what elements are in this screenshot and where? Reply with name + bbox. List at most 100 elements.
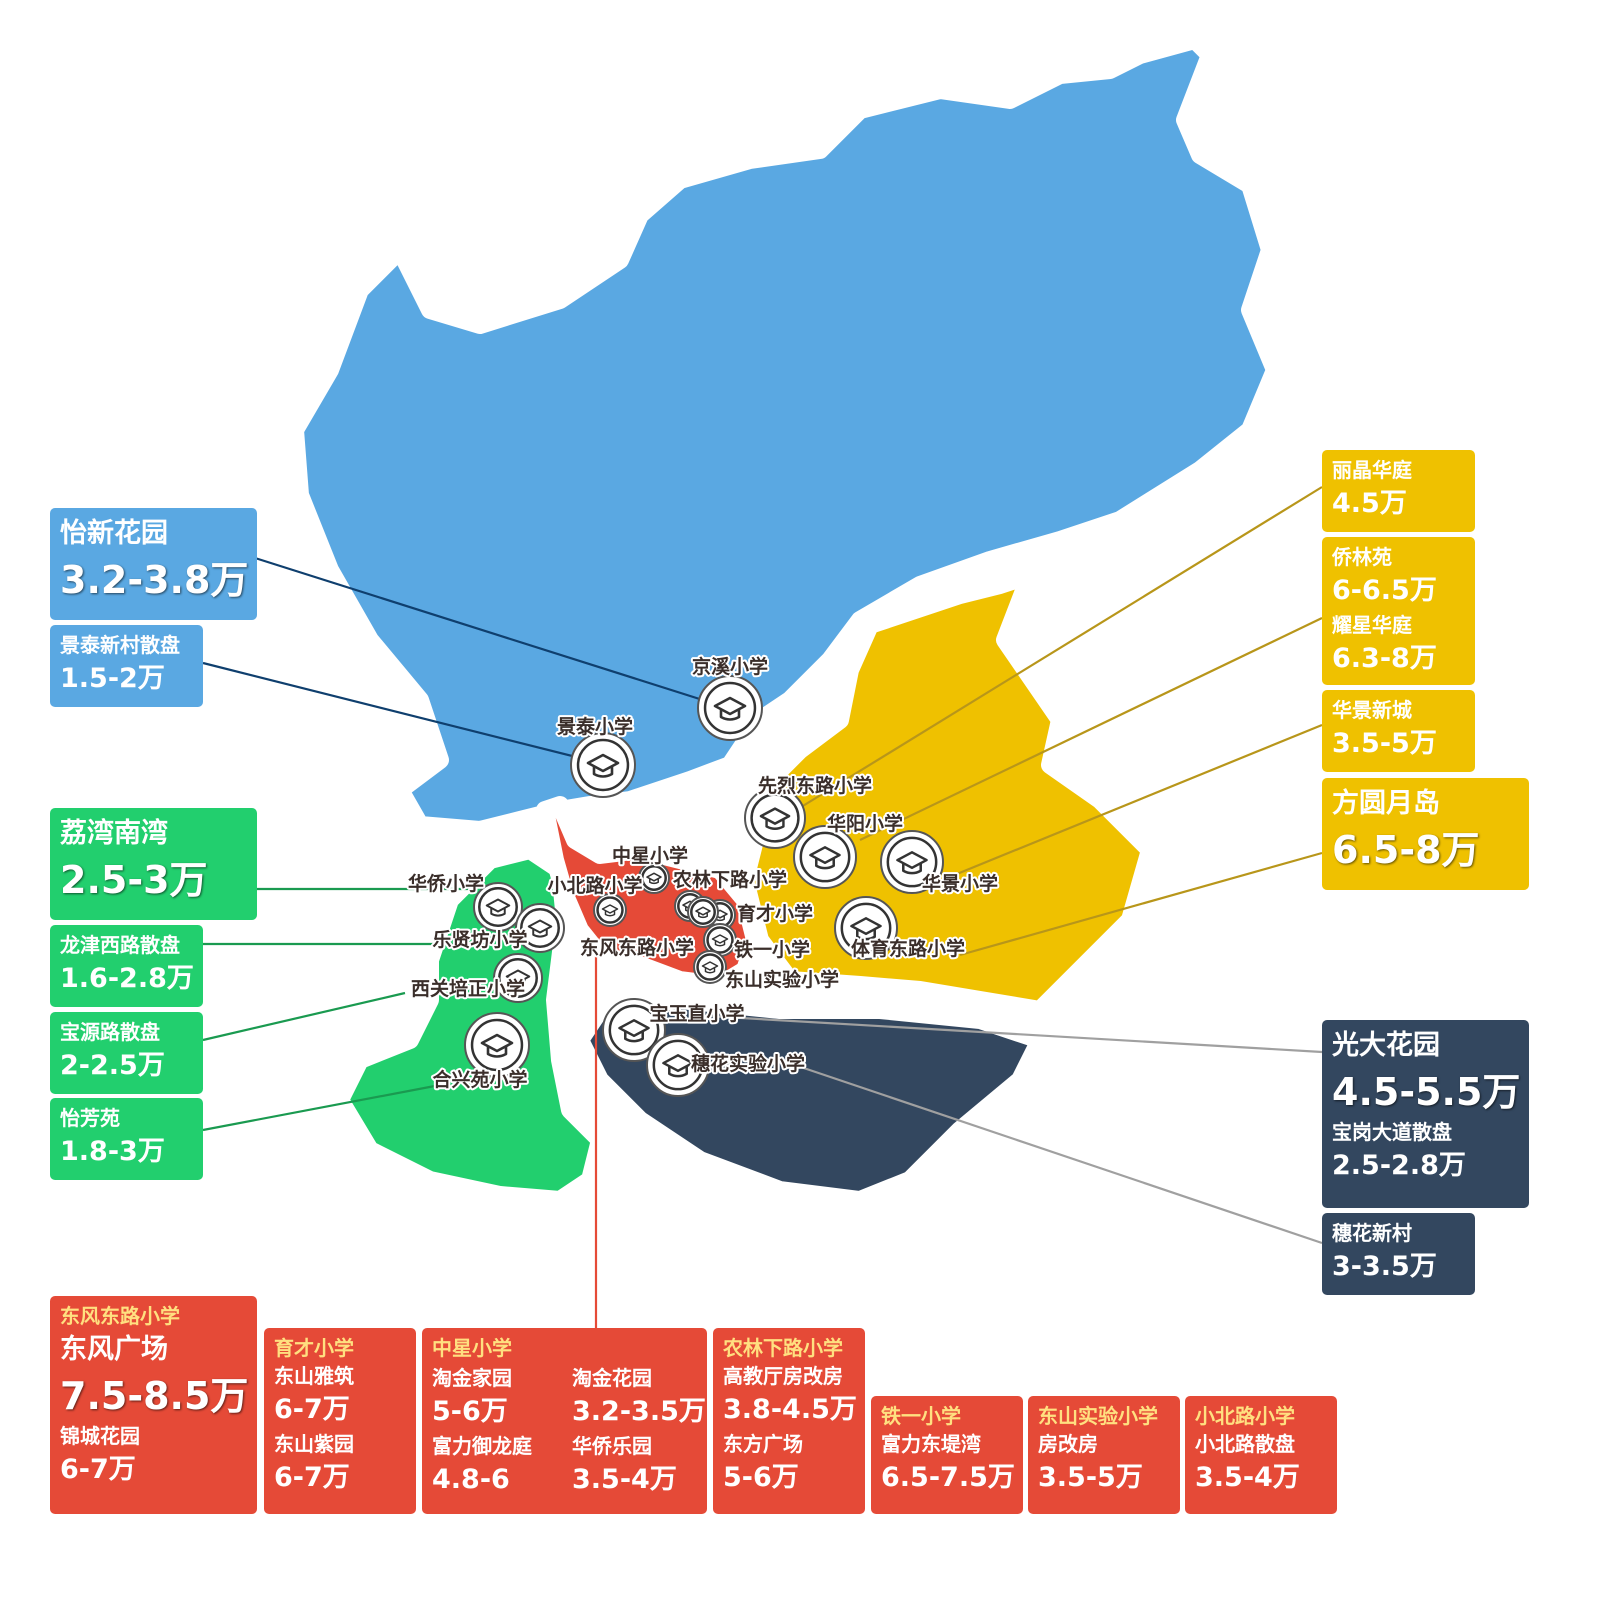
price-box-fangyuan: 方圆月岛 6.5-8万: [1322, 778, 1529, 890]
school-marker[interactable]: 农林下路小学: [670, 866, 789, 922]
price-box-suihua: 穗花新村 3-3.5万: [1322, 1213, 1475, 1295]
school-marker-circle: [646, 1033, 710, 1097]
school-marker-ring: [576, 738, 630, 792]
estate-price: 6-7万: [274, 1394, 350, 1425]
school-marker-ring: [799, 831, 851, 883]
estate-name: 东山紫园: [274, 1432, 354, 1456]
school-marker[interactable]: 穗花实验小学: [646, 1033, 807, 1097]
estate-price: 3.5-4万: [572, 1464, 677, 1495]
estate-name: 富力东堤湾: [881, 1432, 981, 1456]
school-name-label: 合兴苑小学: [432, 1068, 527, 1091]
school-marker-circle: [744, 787, 806, 849]
school-marker-ring: [641, 865, 667, 891]
school-heading: 小北路小学: [1195, 1404, 1295, 1428]
school-name-label: 穗花实验小学: [691, 1052, 805, 1075]
school-name-label: 华阳小学: [827, 812, 903, 835]
estate-price: 6-7万: [274, 1462, 350, 1493]
price-box-huajing: 华景新城 3.5-5万: [1322, 690, 1475, 772]
school-marker-ring: [470, 1018, 524, 1072]
school-marker-circle: [693, 950, 727, 984]
school-name-label: 育才小学: [737, 902, 813, 925]
school-heading: 育才小学: [274, 1336, 354, 1360]
school-marker[interactable]: 宝玉直小学: [602, 998, 747, 1062]
school-marker[interactable]: 华景小学: [880, 830, 1000, 897]
estate-price: 5-6万: [723, 1462, 799, 1493]
estate-price: 4.8-6: [432, 1464, 510, 1495]
price-box-nonglin: 农林下路小学 高教厅房改房 3.8-4.5万 东方广场 5-6万: [713, 1328, 865, 1514]
estate-name: 淘金家园: [432, 1366, 512, 1390]
estate-name: 小北路散盘: [1195, 1432, 1295, 1456]
estate-name: 光大花园: [1332, 1030, 1440, 1061]
graduation-cap-icon: [646, 872, 662, 885]
school-heading: 东山实验小学: [1038, 1404, 1158, 1428]
estate-name: 怡芳苑: [60, 1106, 120, 1130]
school-marker[interactable]: 体育东路小学: [834, 896, 967, 962]
school-marker[interactable]: 铁一小学: [703, 923, 812, 963]
school-marker[interactable]: 中星小学: [610, 842, 690, 894]
school-marker[interactable]: 西关培正小学: [409, 953, 543, 1003]
estate-price: 2.5-2.8万: [1332, 1150, 1466, 1181]
school-marker[interactable]: 京溪小学: [690, 653, 770, 741]
graduation-cap-icon: [601, 904, 619, 917]
graduation-cap-icon: [759, 807, 791, 830]
school-marker[interactable]: 合兴苑小学: [430, 1012, 530, 1093]
red-region: [536, 796, 764, 994]
school-marker[interactable]: 景泰小学: [555, 713, 636, 798]
school-marker-circle: [602, 998, 666, 1062]
estate-name: 耀星华庭: [1332, 613, 1412, 637]
price-box-dongfeng: 东风东路小学 东风广场 7.5-8.5万 锦城花园 6-7万: [50, 1296, 257, 1514]
school-marker-ring: [696, 953, 724, 981]
graduation-cap-icon: [896, 851, 928, 875]
school-marker-circle: [880, 830, 944, 894]
school-name-label: 小北路小学: [547, 874, 642, 897]
blue-region: [286, 31, 1284, 839]
school-marker[interactable]: 东山实验小学: [693, 950, 841, 993]
estate-price: 3-3.5万: [1332, 1251, 1437, 1282]
school-name-label: 东风东路小学: [580, 936, 694, 959]
school-marker[interactable]: 小北路小学: [545, 872, 645, 927]
school-marker-circle: [570, 732, 636, 798]
price-box-tieyi: 铁一小学 富力东堤湾 6.5-7.5万: [871, 1396, 1023, 1514]
price-box-jingtai: 景泰新村散盘 1.5-2万: [50, 625, 203, 707]
school-marker-circle: [834, 896, 898, 960]
price-box-liwan: 荔湾南湾 2.5-3万: [50, 808, 257, 920]
estate-name: 侨林苑: [1332, 545, 1392, 569]
estate-name: 房改房: [1038, 1432, 1098, 1456]
estate-price: 3.8-4.5万: [723, 1394, 857, 1425]
school-marker-ring: [750, 793, 800, 843]
estate-name: 东山雅筑: [274, 1364, 354, 1388]
estate-name: 宝源路散盘: [60, 1020, 160, 1044]
estate-price: 6.3-8万: [1332, 643, 1437, 674]
graduation-cap-icon: [695, 906, 711, 919]
estate-price: 3.5-5万: [1038, 1462, 1143, 1493]
price-box-yixin: 怡新花园 3.2-3.8万: [50, 508, 257, 620]
graduation-cap-icon: [505, 969, 531, 988]
graduation-cap-icon: [618, 1019, 650, 1043]
estate-name: 龙津西路散盘: [60, 933, 180, 957]
school-marker-circle: [515, 903, 565, 953]
school-heading: 农林下路小学: [723, 1336, 843, 1360]
estate-name: 景泰新村散盘: [60, 633, 180, 657]
graduation-cap-icon: [662, 1054, 694, 1078]
estate-name: 富力御龙庭: [432, 1434, 532, 1458]
school-name-label: 东山实验小学: [725, 968, 839, 991]
school-marker-ring: [478, 887, 518, 927]
school-marker-circle: [593, 893, 627, 927]
school-marker[interactable]: 华侨小学: [406, 870, 523, 932]
school-marker-ring: [520, 908, 560, 948]
school-marker-ring: [690, 899, 716, 925]
school-marker[interactable]: 华阳小学: [793, 810, 905, 889]
yellow-region: [736, 566, 1159, 1019]
estate-name: 丽晶华庭: [1332, 458, 1412, 482]
estate-price: 3.2-3.8万: [60, 558, 249, 602]
school-marker[interactable]: 乐贤坊小学: [430, 903, 565, 953]
graduation-cap-icon: [701, 961, 719, 974]
price-box-zhongxing: 中星小学 淘金家园 5-6万 富力御龙庭 4.8-6 淘金花园 3.2-3.5万…: [422, 1328, 707, 1514]
price-box-dongshan: 东山实验小学 房改房 3.5-5万: [1028, 1396, 1180, 1514]
estate-name: 方圆月岛: [1332, 788, 1440, 819]
school-marker[interactable]: 东风东路小学: [578, 896, 719, 961]
estate-price: 7.5-8.5万: [60, 1374, 249, 1418]
estate-price: 1.6-2.8万: [60, 963, 194, 994]
estate-price: 1.8-3万: [60, 1136, 165, 1167]
school-marker[interactable]: 先烈东路小学: [744, 772, 874, 849]
